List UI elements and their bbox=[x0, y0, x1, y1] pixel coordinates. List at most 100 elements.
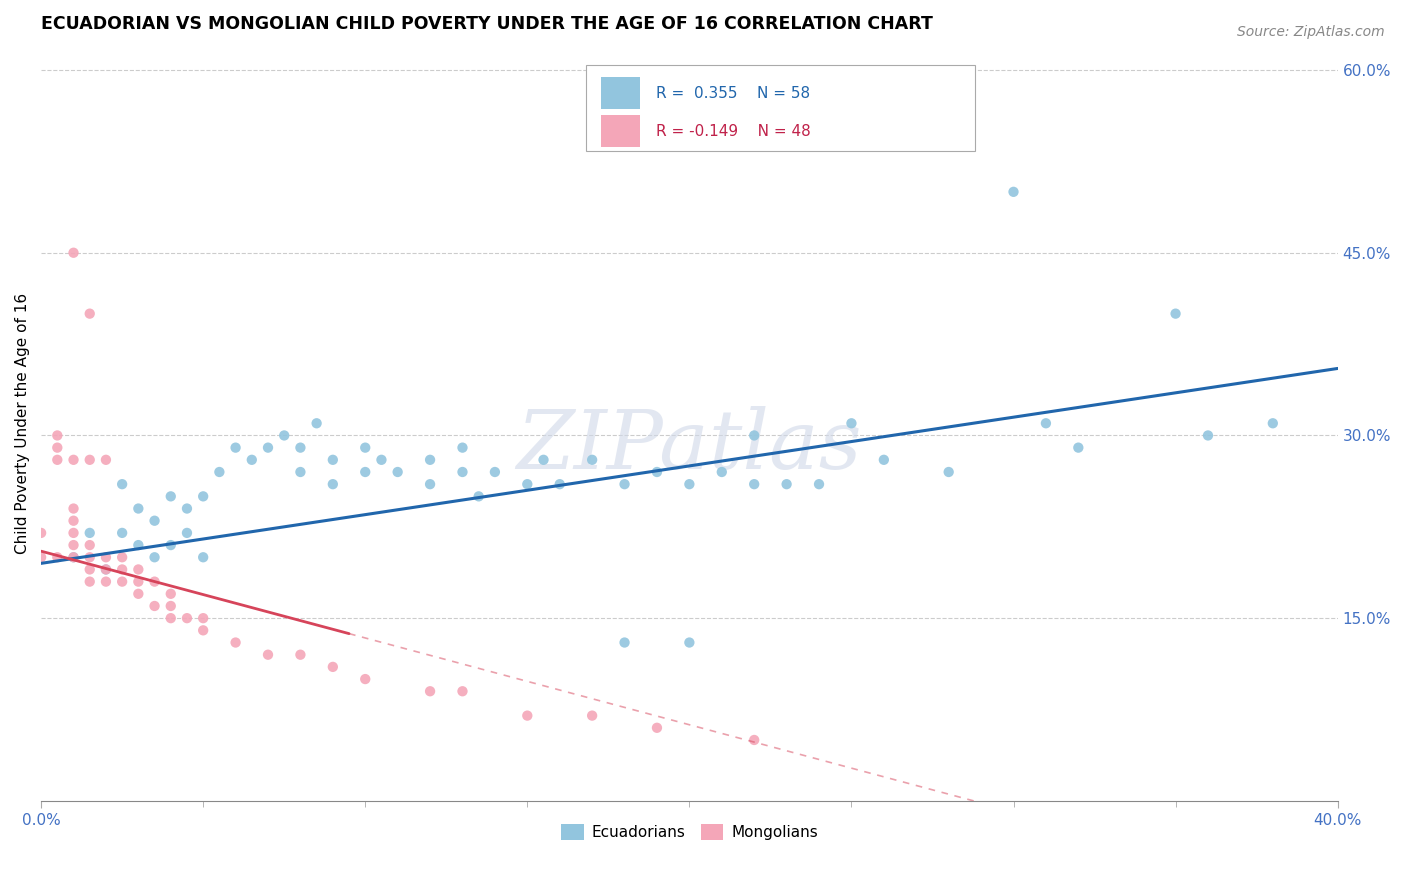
Point bbox=[111, 574, 134, 589]
Point bbox=[290, 648, 312, 662]
Point bbox=[143, 574, 166, 589]
Point bbox=[645, 465, 668, 479]
Point bbox=[678, 635, 700, 649]
Point bbox=[322, 660, 344, 674]
Point bbox=[30, 550, 52, 565]
Point bbox=[143, 550, 166, 565]
Point bbox=[841, 417, 863, 431]
Text: ZIPatlas: ZIPatlas bbox=[516, 406, 862, 486]
Text: Source: ZipAtlas.com: Source: ZipAtlas.com bbox=[1237, 25, 1385, 39]
Point bbox=[451, 441, 474, 455]
Point bbox=[79, 538, 101, 552]
Point bbox=[111, 477, 134, 491]
Point bbox=[710, 465, 733, 479]
Point bbox=[111, 550, 134, 565]
Point bbox=[46, 550, 69, 565]
Point bbox=[484, 465, 506, 479]
Point bbox=[159, 587, 181, 601]
Point bbox=[79, 307, 101, 321]
Point bbox=[354, 465, 377, 479]
Point bbox=[127, 501, 149, 516]
Point bbox=[305, 417, 328, 431]
Point bbox=[645, 721, 668, 735]
Point bbox=[193, 611, 215, 625]
Point bbox=[451, 684, 474, 698]
Point bbox=[79, 550, 101, 565]
Point bbox=[290, 465, 312, 479]
Point bbox=[1035, 417, 1057, 431]
Point bbox=[46, 452, 69, 467]
Point bbox=[516, 477, 538, 491]
Point bbox=[193, 489, 215, 503]
Text: R =  0.355    N = 58: R = 0.355 N = 58 bbox=[655, 86, 810, 101]
Point bbox=[419, 452, 441, 467]
Point bbox=[176, 525, 198, 540]
Point bbox=[257, 441, 280, 455]
Point bbox=[208, 465, 231, 479]
Point bbox=[1197, 428, 1219, 442]
Point bbox=[938, 465, 960, 479]
Point bbox=[79, 574, 101, 589]
Text: ECUADORIAN VS MONGOLIAN CHILD POVERTY UNDER THE AGE OF 16 CORRELATION CHART: ECUADORIAN VS MONGOLIAN CHILD POVERTY UN… bbox=[41, 15, 934, 33]
Point bbox=[1067, 441, 1090, 455]
Point bbox=[127, 587, 149, 601]
Point bbox=[94, 574, 117, 589]
Point bbox=[159, 538, 181, 552]
Y-axis label: Child Poverty Under the Age of 16: Child Poverty Under the Age of 16 bbox=[15, 293, 30, 554]
Point bbox=[176, 611, 198, 625]
FancyBboxPatch shape bbox=[602, 78, 640, 109]
Point bbox=[516, 708, 538, 723]
Point bbox=[225, 441, 247, 455]
Point bbox=[94, 562, 117, 576]
Point bbox=[94, 452, 117, 467]
Point bbox=[419, 684, 441, 698]
Point bbox=[240, 452, 263, 467]
Point bbox=[678, 477, 700, 491]
Point bbox=[467, 489, 489, 503]
Point bbox=[143, 599, 166, 613]
Point bbox=[613, 477, 636, 491]
Point bbox=[62, 538, 84, 552]
Point bbox=[370, 452, 392, 467]
Legend: Ecuadorians, Mongolians: Ecuadorians, Mongolians bbox=[555, 818, 824, 847]
Point bbox=[273, 428, 295, 442]
Point bbox=[79, 525, 101, 540]
Point bbox=[742, 733, 765, 747]
Point bbox=[79, 562, 101, 576]
Point bbox=[742, 428, 765, 442]
Point bbox=[94, 562, 117, 576]
Point bbox=[1261, 417, 1284, 431]
Point bbox=[62, 245, 84, 260]
Point bbox=[257, 648, 280, 662]
Point bbox=[451, 465, 474, 479]
Point bbox=[46, 441, 69, 455]
Point bbox=[873, 452, 896, 467]
Point bbox=[581, 452, 603, 467]
Point bbox=[193, 624, 215, 638]
Point bbox=[775, 477, 797, 491]
Point bbox=[159, 611, 181, 625]
Point bbox=[30, 525, 52, 540]
Point bbox=[290, 441, 312, 455]
FancyBboxPatch shape bbox=[586, 64, 974, 152]
Point bbox=[742, 477, 765, 491]
Point bbox=[111, 562, 134, 576]
Point bbox=[613, 635, 636, 649]
Point bbox=[581, 708, 603, 723]
Point bbox=[62, 514, 84, 528]
Point bbox=[533, 452, 555, 467]
Point bbox=[94, 550, 117, 565]
Point bbox=[808, 477, 831, 491]
Point bbox=[322, 477, 344, 491]
Point bbox=[225, 635, 247, 649]
FancyBboxPatch shape bbox=[602, 115, 640, 147]
Point bbox=[159, 599, 181, 613]
Point bbox=[62, 501, 84, 516]
Point bbox=[62, 525, 84, 540]
Point bbox=[193, 550, 215, 565]
Point bbox=[111, 525, 134, 540]
Point bbox=[1164, 307, 1187, 321]
Point bbox=[127, 562, 149, 576]
Point bbox=[322, 452, 344, 467]
Point bbox=[354, 441, 377, 455]
